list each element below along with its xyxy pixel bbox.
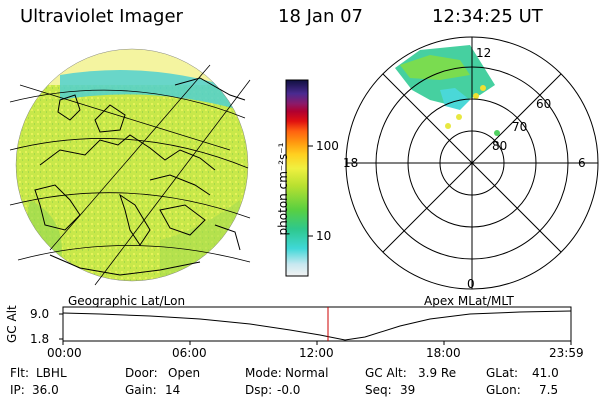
glon-label: GLon:	[486, 383, 521, 397]
mode-label: Mode:	[245, 366, 282, 380]
lat-label-60: 60	[536, 97, 552, 111]
mlt-label-right: 6	[578, 156, 586, 170]
colorbar-unit-label: photon cm⁻²s⁻¹	[276, 142, 290, 236]
coastlines	[34, 77, 246, 276]
image-date: 18 Jan 07	[278, 6, 363, 27]
glat-value: 41.0	[532, 366, 559, 380]
dsp-value: -0.0	[277, 383, 301, 397]
ip-label: IP:	[10, 383, 25, 397]
globe-image	[16, 49, 248, 281]
colorbar	[285, 79, 309, 277]
right-projection-label: Apex MLat/MLT	[424, 294, 514, 308]
altitude-plot	[59, 306, 572, 345]
gain-value: 14	[165, 383, 181, 397]
left-projection-label: Geographic Lat/Lon	[68, 294, 186, 308]
mlt-label-left: 18	[343, 156, 359, 170]
time-tick-2359: 23:59	[549, 346, 584, 360]
time-tick-0000: 00:00	[47, 346, 82, 360]
gc-alt-value: 3.9 Re	[418, 366, 457, 380]
filter-label: Flt:	[10, 366, 29, 380]
time-tick-1200: 12:00	[299, 346, 334, 360]
colorbar-tick-100: 100	[316, 139, 339, 153]
globe-grid	[9, 64, 251, 286]
time-tick-0600: 06:00	[172, 346, 207, 360]
glon-value: 7.5	[539, 383, 559, 397]
time-tick-1800: 18:00	[426, 346, 461, 360]
polar-plot	[345, 36, 599, 290]
filter-value: LBHL	[36, 366, 67, 380]
app-title: Ultraviolet Imager	[20, 6, 183, 27]
gc-alt-label: GC Alt:	[365, 366, 407, 380]
door-label: Door:	[125, 366, 158, 380]
mode-value: Normal	[285, 366, 329, 380]
altitude-axis-title: GC Alt	[5, 305, 19, 343]
dsp-label: Dsp:	[245, 383, 273, 397]
mlt-label-top: 12	[476, 46, 492, 60]
lat-label-80: 80	[492, 139, 508, 153]
colorbar-tick-10: 10	[316, 229, 332, 243]
seq-label: Seq:	[365, 383, 392, 397]
glat-label: GLat:	[486, 366, 519, 380]
mlt-label-bottom: 0	[467, 277, 475, 291]
altitude-tick-low: 1.8	[30, 332, 50, 346]
image-time: 12:34:25 UT	[432, 6, 543, 27]
gain-label: Gain:	[125, 383, 157, 397]
door-value: Open	[168, 366, 201, 380]
lat-label-70: 70	[512, 120, 528, 134]
altitude-tick-high: 9.0	[30, 307, 50, 321]
seq-value: 39	[400, 383, 416, 397]
ip-value: 36.0	[32, 383, 59, 397]
